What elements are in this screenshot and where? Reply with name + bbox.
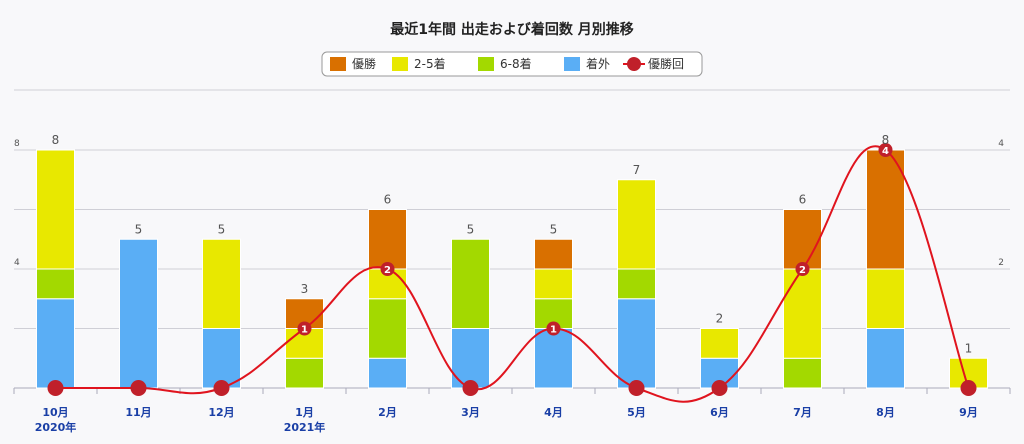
y-left-tick-label: 4 (14, 258, 20, 268)
legend-marker (627, 57, 641, 71)
line-path (55, 145, 970, 403)
x-tick-label: 5月 (627, 406, 646, 419)
bar-total-label: 8 (882, 133, 890, 147)
bar-segment (368, 209, 407, 270)
bar-total-label: 1 (965, 341, 973, 355)
line-marker (795, 262, 810, 276)
y-right-tick-label: 2 (998, 258, 1004, 268)
legend-swatch (330, 57, 346, 71)
x-tick-label: 1月 (295, 406, 314, 419)
line-marker (711, 380, 728, 396)
legend-swatch (392, 57, 408, 71)
line-marker (213, 380, 230, 396)
y-left-tick-label: 8 (14, 139, 20, 149)
bar-segment (783, 209, 822, 270)
marker-label: 2 (384, 265, 391, 276)
legend: 優勝 2-5着 6-8着 着外 優勝回 (321, 51, 703, 77)
x-tick-label: 10月 (42, 406, 68, 419)
line-marker (47, 380, 64, 396)
line-marker (130, 380, 147, 396)
bars (36, 149, 988, 389)
line-marker (380, 262, 395, 276)
line-marker (960, 380, 977, 396)
x-tick-label: 12月 (208, 406, 234, 419)
bar-total-label: 7 (633, 163, 641, 177)
bar-segment (36, 149, 75, 270)
bar-segment (36, 268, 75, 300)
bar-segment (202, 238, 241, 329)
bar-segment (534, 268, 573, 300)
bar-total-label: 8 (52, 133, 60, 147)
bar-segment (202, 328, 241, 389)
bar-segment (617, 179, 656, 270)
chart-title: 最近1年間 出走および着回数 月別推移 (390, 21, 634, 38)
x-tick-label: 3月 (461, 406, 480, 419)
y-right-tick-label: 4 (998, 139, 1004, 149)
bar-segment (866, 328, 905, 389)
bar-total-label: 6 (384, 193, 392, 207)
marker-label: 1 (550, 325, 557, 336)
x-tick-label: 11月 (125, 406, 151, 419)
legend-label: 着外 (586, 56, 610, 71)
bar-segment (534, 238, 573, 270)
legend-label: 6-8着 (500, 56, 532, 71)
bar-segment (368, 357, 407, 389)
line-marker (297, 321, 312, 336)
bar-segment (36, 298, 75, 389)
bar-total-label: 5 (218, 222, 226, 236)
bar-total-label: 5 (135, 222, 143, 236)
x-tick-label: 2月 (378, 406, 397, 419)
bar-segment (783, 357, 822, 389)
bar-segment (368, 298, 407, 359)
x-tick-label: 6月 (710, 406, 729, 419)
x-tick-label: 7月 (793, 406, 812, 419)
bar-segment (534, 328, 573, 389)
x-tick-sublabel: 2020年 (35, 420, 77, 434)
line-marker (878, 143, 893, 157)
bar-segment (285, 357, 324, 389)
x-tick-sublabel: 2021年 (284, 420, 326, 434)
bar-segment (783, 268, 822, 359)
x-tick-label: 8月 (876, 406, 895, 419)
legend-frame (321, 51, 703, 77)
bar-total-label: 3 (301, 282, 309, 296)
x-tick-label: 4月 (544, 406, 563, 419)
bar-segment (617, 268, 656, 300)
line-marker (546, 321, 561, 336)
bar-total-label: 2 (716, 312, 724, 326)
legend-swatch (564, 57, 580, 71)
line-marker (628, 380, 645, 396)
marker-label: 1 (301, 325, 308, 336)
marker-label: 2 (799, 265, 806, 276)
bar-segment (700, 328, 739, 359)
legend-label: 優勝回 (648, 56, 684, 71)
bar-segment (617, 298, 656, 389)
bar-total-label: 5 (467, 222, 475, 236)
bar-segment (451, 238, 490, 329)
bar-segment (119, 238, 158, 389)
line-marker (462, 380, 479, 396)
x-tick-label: 9月 (959, 406, 978, 419)
bar-total-label: 5 (550, 222, 558, 236)
legend-label: 優勝 (352, 56, 376, 71)
marker-label: 4 (882, 146, 889, 157)
bar-total-label: 6 (799, 193, 807, 207)
bar-segment (866, 268, 905, 329)
legend-label: 2-5着 (414, 56, 446, 71)
legend-swatch (478, 57, 494, 71)
line-series: 1 2 1 2 4 (47, 143, 977, 403)
